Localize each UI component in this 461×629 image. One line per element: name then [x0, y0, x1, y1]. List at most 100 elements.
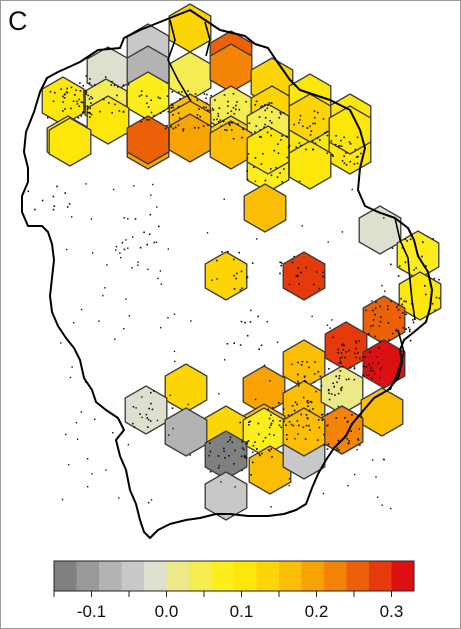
record-point — [371, 459, 374, 461]
record-point — [70, 107, 72, 110]
record-point — [76, 103, 79, 105]
record-point — [355, 347, 357, 350]
record-point — [405, 328, 407, 330]
record-point — [286, 438, 288, 441]
record-point — [227, 250, 229, 253]
record-point — [66, 91, 69, 94]
record-point — [383, 217, 385, 219]
record-point — [346, 438, 349, 440]
record-point — [208, 454, 210, 457]
record-point — [132, 422, 134, 425]
record-point — [368, 363, 370, 365]
record-point — [330, 393, 333, 395]
record-point — [299, 119, 301, 121]
record-point — [172, 127, 175, 130]
record-point — [263, 126, 265, 128]
record-point — [47, 116, 49, 119]
record-point — [187, 403, 189, 406]
record-point — [264, 123, 266, 126]
record-point — [373, 372, 376, 375]
record-point — [337, 351, 339, 354]
legend-swatch — [301, 561, 325, 591]
record-point — [377, 362, 380, 364]
legend-swatch — [211, 561, 235, 591]
record-point — [127, 443, 130, 446]
record-point — [270, 121, 273, 124]
record-point — [248, 421, 250, 423]
record-point — [349, 160, 351, 163]
record-point — [287, 146, 290, 149]
record-point — [433, 277, 436, 280]
record-point — [298, 383, 300, 385]
record-point — [300, 413, 302, 416]
record-point — [66, 206, 69, 208]
record-point — [366, 374, 368, 376]
record-point — [243, 456, 246, 459]
legend-color-bar — [53, 560, 415, 592]
record-point — [78, 98, 81, 101]
record-point — [306, 361, 308, 363]
record-point — [287, 414, 290, 417]
record-point — [378, 347, 380, 349]
record-point — [299, 180, 301, 182]
record-point — [344, 417, 346, 419]
record-point — [148, 233, 151, 235]
record-point — [181, 91, 183, 93]
record-point — [307, 405, 309, 407]
record-point — [260, 163, 263, 165]
record-point — [279, 172, 281, 174]
record-point — [74, 94, 76, 96]
record-point — [86, 458, 89, 460]
record-point — [348, 349, 350, 352]
record-point — [207, 109, 209, 112]
record-point — [334, 394, 336, 396]
record-point — [156, 419, 159, 422]
record-point — [356, 162, 359, 165]
record-point — [307, 402, 309, 404]
record-point — [245, 457, 248, 460]
record-point — [143, 231, 145, 234]
record-point — [302, 396, 305, 399]
record-point — [307, 399, 309, 402]
legend-swatch — [166, 561, 190, 591]
record-point — [342, 348, 345, 351]
record-point — [103, 98, 105, 101]
record-point — [90, 113, 93, 116]
record-point — [305, 266, 307, 269]
record-point — [94, 418, 96, 420]
record-point — [227, 112, 229, 115]
record-point — [332, 155, 334, 157]
record-point — [387, 308, 389, 311]
record-point — [189, 454, 191, 456]
record-point — [281, 135, 283, 137]
legend-swatch — [121, 561, 145, 591]
hex-cell-c2 — [282, 251, 326, 301]
record-point — [116, 94, 118, 97]
record-point — [170, 125, 172, 128]
hex-cell-s14 — [248, 445, 292, 495]
hex-cell-w5 — [204, 471, 248, 521]
record-point — [317, 439, 319, 441]
record-point — [360, 152, 362, 155]
record-point — [150, 499, 153, 501]
record-point — [89, 112, 91, 114]
record-point — [27, 190, 30, 192]
record-point — [297, 267, 300, 269]
record-point — [63, 93, 66, 96]
record-point — [262, 153, 264, 155]
record-point — [284, 391, 286, 393]
record-point — [340, 387, 342, 390]
record-point — [145, 95, 148, 97]
record-point — [120, 256, 122, 259]
record-point — [102, 295, 104, 297]
record-point — [268, 426, 271, 429]
record-point — [360, 416, 363, 418]
record-point — [302, 125, 304, 128]
record-point — [301, 225, 303, 227]
record-point — [171, 91, 174, 93]
record-point — [52, 208, 55, 211]
record-point — [73, 322, 75, 324]
record-point — [152, 183, 154, 186]
record-point — [247, 153, 250, 155]
record-point — [80, 411, 82, 413]
